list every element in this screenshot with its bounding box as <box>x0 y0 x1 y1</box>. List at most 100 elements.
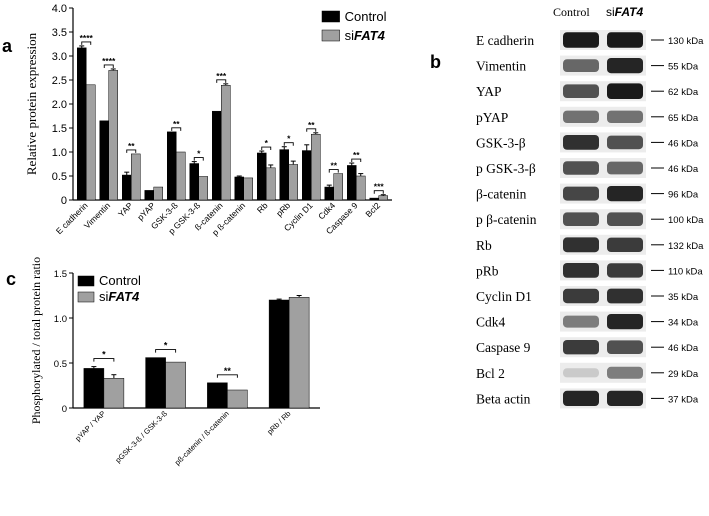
blot-band-control <box>563 84 599 98</box>
significance-label: * <box>197 149 201 159</box>
bar-control <box>268 299 290 409</box>
significance-label: * <box>164 341 168 351</box>
legend-label: Control <box>99 273 141 288</box>
x-tick-label: pRb / Rb <box>265 409 292 436</box>
y-tick-label: 1.5 <box>54 269 67 280</box>
blot-column-control: Control <box>553 5 590 19</box>
bar-control <box>207 382 228 409</box>
blot-band-sifat4 <box>607 135 643 150</box>
bar-sifat4 <box>288 297 310 409</box>
significance-bracket <box>193 157 204 161</box>
blot-protein-label: Vimentin <box>476 59 526 74</box>
significance-label: * <box>287 134 291 144</box>
y-tick-label: 0.5 <box>54 359 67 370</box>
blot-protein-label: Cyclin D1 <box>476 289 532 304</box>
blot-band-control <box>563 161 599 175</box>
blot-band-sifat4 <box>607 58 643 74</box>
blot-protein-label: Cdk4 <box>476 315 506 330</box>
bar-control <box>324 186 334 201</box>
bar-sifat4 <box>176 151 186 201</box>
bar-sifat4 <box>288 164 298 201</box>
blot-protein-label: p β-catenin <box>476 212 537 227</box>
blot-band-control <box>563 390 599 406</box>
y-tick-label: 0 <box>61 195 67 207</box>
bar-sifat4 <box>103 378 125 409</box>
y-tick-label: 3.0 <box>52 51 67 63</box>
significance-bracket <box>93 358 115 362</box>
blot-size-label: 46 kDa <box>668 164 699 175</box>
blot-protein-label: Caspase 9 <box>476 340 531 355</box>
y-tick-label: 3.5 <box>52 27 67 39</box>
blot-size-label: 29 kDa <box>668 369 699 380</box>
blot-band-sifat4 <box>607 390 643 406</box>
significance-label: ** <box>353 150 360 160</box>
bar-control <box>347 165 357 201</box>
blot-size-label: 35 kDa <box>668 292 699 303</box>
y-tick-label: 0 <box>62 404 67 415</box>
significance-bracket <box>216 79 227 83</box>
blot-band-control <box>563 237 599 253</box>
blot-band-control <box>563 263 599 278</box>
x-tick-label: Rb <box>255 200 270 215</box>
significance-label: ** <box>330 161 337 171</box>
y-tick-label: 1.5 <box>52 123 67 135</box>
bar-control <box>369 197 379 201</box>
blot-size-label: 65 kDa <box>668 113 699 124</box>
panel-label-a: a <box>2 36 13 56</box>
blot-band-control <box>563 288 599 304</box>
bar-control <box>167 131 177 201</box>
y-axis-label: Phosphorylated / total protein ratio <box>29 257 43 424</box>
chart-a: 0 0.5 1.0 1.5 2.0 2.5 3.0 3.5 4.0 Relative protei… <box>24 3 392 237</box>
panel-label-c: c <box>6 269 16 289</box>
significance-bracket <box>351 158 362 163</box>
bar-sifat4 <box>221 85 231 201</box>
bar-control <box>77 47 87 201</box>
bar-sifat4 <box>378 195 388 201</box>
blot-column-sifat4: siFAT4 <box>606 5 643 19</box>
bar-sifat4 <box>198 176 208 201</box>
blot-band-sifat4 <box>607 340 643 354</box>
significance-label: ** <box>173 119 180 129</box>
bar-control <box>234 176 244 201</box>
bar-control <box>145 357 166 409</box>
legend-swatch <box>321 10 340 23</box>
bar-sifat4 <box>356 175 366 201</box>
blot-size-label: 96 kDa <box>668 190 699 201</box>
significance-bracket <box>328 169 339 173</box>
y-tick-label: 1.0 <box>52 147 67 159</box>
significance-bracket <box>306 128 317 132</box>
x-tick-label: pß-catenin / ß-catenin <box>173 409 231 467</box>
blot-size-label: 55 kDa <box>668 62 699 73</box>
significance-label: **** <box>102 56 116 66</box>
blot-protein-label: Rb <box>476 238 492 253</box>
legend-label: siFAT4 <box>345 28 386 43</box>
blot-band-sifat4 <box>607 83 643 99</box>
blot-size-label: 34 kDa <box>668 318 699 329</box>
bar-sifat4 <box>108 70 118 201</box>
bar-control <box>99 120 109 201</box>
x-tick-label: pRb <box>274 200 292 218</box>
y-tick-label: 1.0 <box>54 314 67 325</box>
blot-protein-label: pRb <box>476 263 499 278</box>
bar-sifat4 <box>311 133 321 201</box>
bar-sifat4 <box>86 84 96 201</box>
blot-band-control <box>563 186 599 201</box>
blot-band-control <box>563 32 599 48</box>
y-tick-label: 2.5 <box>52 75 67 87</box>
blot-protein-label: pYAP <box>476 110 508 125</box>
blot-size-label: 37 kDa <box>668 394 699 405</box>
bar-control <box>122 174 132 201</box>
significance-label: **** <box>80 33 94 43</box>
y-axis-label: Relative protein expression <box>24 32 39 175</box>
y-tick-label: 2.0 <box>52 99 67 111</box>
x-tick-label: E cadherin <box>54 200 90 236</box>
significance-bracket <box>103 64 114 68</box>
blot-band-sifat4 <box>607 161 643 175</box>
blot-protein-label: YAP <box>476 84 502 99</box>
significance-bracket <box>81 41 92 45</box>
bar-sifat4 <box>227 389 248 409</box>
y-tick-label: 4.0 <box>52 3 67 15</box>
blot-size-label: 130 kDa <box>668 36 704 47</box>
significance-label: ** <box>224 366 232 376</box>
bar-control <box>257 152 267 201</box>
